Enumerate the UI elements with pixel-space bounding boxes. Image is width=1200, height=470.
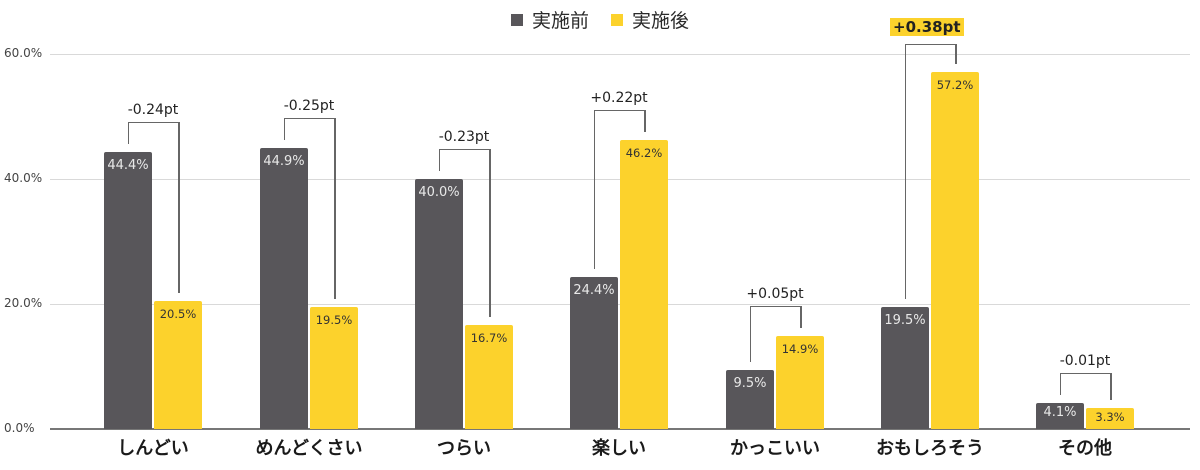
bar-value-label: 14.9% xyxy=(781,341,819,356)
delta-bracket-leg xyxy=(178,121,180,293)
y-tick-label: 40.0% xyxy=(4,171,43,185)
category-label: かっこいい xyxy=(730,438,820,459)
delta-bracket xyxy=(750,305,802,362)
delta-bracket xyxy=(128,121,180,144)
y-tick-label: 60.0% xyxy=(4,46,43,60)
bar-before: 40.0% xyxy=(415,179,463,429)
delta-bracket-leg xyxy=(489,149,491,317)
bar-value-label: 4.1% xyxy=(1043,405,1077,421)
delta-bracket-leg xyxy=(334,118,336,300)
bar-after: 16.7% xyxy=(465,324,513,429)
y-tick-label: 20.0% xyxy=(4,296,43,310)
bar-after: 14.9% xyxy=(776,335,824,429)
bar-before: 44.9% xyxy=(260,148,308,429)
legend-label-before: 実施前 xyxy=(531,10,589,32)
bar-after: 46.2% xyxy=(620,140,668,429)
bar-value-label: 40.0% xyxy=(418,185,460,200)
x-axis-line xyxy=(50,428,1190,430)
bar-value-label: 20.5% xyxy=(159,306,197,321)
bar-before: 19.5% xyxy=(881,307,929,429)
bar-value-label: 24.4% xyxy=(573,282,615,298)
delta-bracket xyxy=(905,44,957,300)
delta-bracket xyxy=(594,110,646,269)
bar-before: 24.4% xyxy=(570,276,618,429)
category-label: つらい xyxy=(437,438,491,459)
delta-bracket-leg xyxy=(800,305,802,328)
delta-bracket xyxy=(1060,373,1112,396)
legend-item-after: 実施後 xyxy=(611,6,689,33)
bar-value-label: 44.4% xyxy=(107,157,149,173)
delta-annotation: +0.05pt xyxy=(746,285,804,302)
bar-before: 9.5% xyxy=(726,369,774,429)
delta-annotation: -0.24pt xyxy=(127,101,179,118)
gridline xyxy=(50,54,1190,55)
bar-value-label: 9.5% xyxy=(733,375,767,391)
chart-legend: 実施前 実施後 xyxy=(0,6,1200,33)
legend-swatch-after xyxy=(611,13,623,26)
bar-after: 57.2% xyxy=(931,71,979,429)
bar-value-label: 57.2% xyxy=(936,77,974,92)
delta-bracket-leg xyxy=(955,44,957,64)
bar-before: 44.4% xyxy=(104,151,152,429)
delta-annotation: +0.22pt xyxy=(590,90,648,107)
bar-value-label: 19.5% xyxy=(315,313,353,328)
category-label: めんどくさい xyxy=(255,438,363,459)
y-tick-label: 0.0% xyxy=(4,421,35,435)
delta-annotation: -0.25pt xyxy=(283,98,335,115)
bar-after: 20.5% xyxy=(154,300,202,429)
bar-value-label: 3.3% xyxy=(1095,410,1125,425)
category-label: おもしろそう xyxy=(876,438,984,459)
bar-value-label: 46.2% xyxy=(625,146,663,161)
bar-before: 4.1% xyxy=(1036,403,1084,429)
delta-bracket-leg xyxy=(644,110,646,133)
bar-value-label: 16.7% xyxy=(470,330,508,345)
delta-annotation: +0.38pt xyxy=(890,18,964,36)
bar-value-label: 19.5% xyxy=(884,313,926,329)
delta-annotation: -0.23pt xyxy=(438,129,490,145)
category-label: その他 xyxy=(1058,438,1112,459)
bar-after: 19.5% xyxy=(310,307,358,429)
delta-bracket xyxy=(284,118,336,141)
legend-item-before: 実施前 xyxy=(510,6,589,33)
delta-bracket xyxy=(439,149,491,171)
bar-after: 3.3% xyxy=(1086,408,1134,429)
delta-bracket-leg xyxy=(1110,373,1112,401)
legend-label-after: 実施後 xyxy=(632,10,690,32)
bar-value-label: 44.9% xyxy=(263,154,305,170)
legend-swatch-before xyxy=(510,13,523,26)
category-label: しんどい xyxy=(117,438,189,459)
category-label: 楽しい xyxy=(592,438,646,459)
delta-annotation: -0.01pt xyxy=(1059,353,1111,370)
